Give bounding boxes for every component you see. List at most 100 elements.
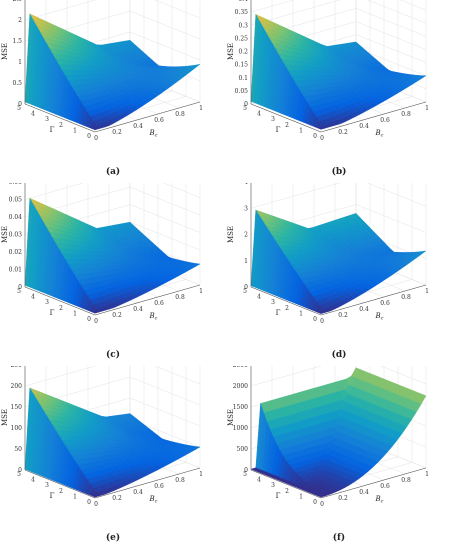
chart-panel-a: 0 0.5 1 1.5 2 2.5 0 0.2 0.4 0.6 0.8 1 0 1 2 3 4 5 MSE Γ Bc (… (0, 0, 226, 183)
x-axis-title: Bc (149, 129, 158, 139)
x-tick-label: 0.2 (338, 312, 348, 319)
chart-panel-f: 0 500 1000 1500 2000 2500 0 0.2 0.4 0.6 0.8 1 0 1 2 3 4 5… (226, 366, 452, 549)
x-tick-label: 1 (199, 288, 203, 295)
y-tick-label: 2 (285, 305, 289, 312)
z-tick-label: 0.05 (9, 197, 23, 204)
chart-panel-b: 0 0.05 0.1 0.15 0.2 0.25 0.3 0.35 0.4 0 0.2 0.4 0.6 0… (226, 0, 452, 183)
y-tick-label: 0 (87, 499, 91, 506)
z-tick-label: 0.03 (9, 232, 23, 239)
panel-label-f: (f) (332, 533, 346, 543)
z-tick-label: 2 (18, 17, 22, 24)
x-axis-title: Bc (375, 495, 384, 505)
x-tick-label: 0.2 (338, 495, 348, 502)
z-tick-label: 0.5 (12, 80, 22, 87)
y-tick-label: 3 (45, 482, 49, 489)
z-tick-label: 2500 (233, 366, 248, 369)
axes: 0 500 1000 1500 2000 2500 0 0.2 0.4 0.6 0.8 1 0 1 2 3 4 5… (227, 366, 429, 508)
x-tick-label: 0.2 (338, 129, 348, 136)
z-tick-label: 100 (11, 425, 23, 432)
z-tick-label: 2000 (233, 383, 248, 390)
x-tick-label: 0.6 (380, 483, 390, 490)
x-tick-label: 0.8 (175, 111, 185, 118)
surface-mesh (250, 209, 427, 314)
y-tick-label: 5 (243, 105, 247, 112)
surface-mesh (250, 13, 427, 130)
z-tick-label: 50 (14, 446, 22, 453)
y-tick-label: 5 (243, 288, 247, 295)
y-tick-label: 5 (243, 471, 247, 478)
x-tick-label: 0.8 (401, 111, 411, 118)
x-tick-label: 0.6 (380, 117, 390, 124)
surface-mesh (24, 387, 201, 498)
surface-mesh (250, 367, 427, 498)
panel-label-d: (d) (331, 350, 347, 360)
panel-label-c: (c) (106, 350, 120, 360)
y-tick-label: 2 (59, 488, 63, 495)
y-tick-label: 3 (271, 299, 275, 306)
x-tick-label: 0.6 (154, 300, 164, 307)
surface-plot-c: 0 0.01 0.02 0.03 0.04 0.05 0.06 0 0.2 0.4 0.6 0.8 1 0… (1, 183, 203, 325)
x-tick-label: 0 (94, 318, 98, 325)
y-tick-label: 2 (285, 488, 289, 495)
x-tick-label: 0.8 (175, 477, 185, 484)
axes: 0 1 2 3 4 0 0.2 0.4 0.6 0.8 1 0 1 2 3 4 5 MSE Γ Bc (227, 183, 429, 325)
axes: 0 0.5 1 1.5 2 2.5 0 0.2 0.4 0.6 0.8 1 0 1 2 3 4 5 MSE Γ Bc (1, 0, 203, 142)
z-axis-title: MSE (1, 409, 9, 426)
panel-label-b: (b) (331, 167, 347, 177)
y-tick-label: 5 (17, 105, 21, 112)
z-axis-title: MSE (227, 409, 235, 426)
z-tick-label: 0 (18, 101, 22, 108)
z-tick-label: 1 (244, 258, 248, 265)
x-tick-label: 0.4 (133, 489, 143, 496)
z-tick-label: 0.06 (9, 183, 23, 186)
z-tick-label: 1 (18, 59, 22, 66)
x-tick-label: 0.6 (154, 483, 164, 490)
z-tick-label: 0 (244, 467, 248, 474)
y-tick-label: 2 (59, 122, 63, 129)
z-tick-label: 0.05 (235, 88, 249, 95)
surface-plot-d: 0 1 2 3 4 0 0.2 0.4 0.6 0.8 1 0 1 2 3 4 5 MSE Γ Bc (227, 183, 429, 325)
z-tick-label: 1000 (233, 425, 248, 432)
z-axis-title: MSE (227, 43, 235, 60)
z-tick-label: 0 (18, 284, 22, 291)
y-tick-label: 0 (87, 316, 91, 323)
x-tick-label: 1 (199, 105, 203, 112)
x-tick-label: 0 (320, 318, 324, 325)
axes: 0 50 100 150 200 250 0 0.2 0.4 0.6 0.8 1 0 1 2 3 4 5 MSE Γ B… (1, 366, 203, 508)
z-tick-label: 0.15 (235, 62, 249, 69)
x-tick-label: 0 (94, 501, 98, 508)
surface-plot-b: 0 0.05 0.1 0.15 0.2 0.25 0.3 0.35 0.4 0 0.2 0.4 0.6 0… (227, 0, 429, 142)
surface-plot-f: 0 500 1000 1500 2000 2500 0 0.2 0.4 0.6 0.8 1 0 1 2 3 4 5… (227, 366, 429, 508)
z-axis-title: MSE (1, 43, 9, 60)
panel-label-a: (a) (105, 167, 121, 177)
z-tick-label: 0 (18, 467, 22, 474)
y-tick-label: 3 (45, 299, 49, 306)
x-tick-label: 0 (320, 501, 324, 508)
y-tick-label: 5 (17, 288, 21, 295)
x-axis-title: Bc (375, 129, 384, 139)
x-tick-label: 1 (199, 471, 203, 478)
surface-mesh (24, 197, 201, 314)
z-tick-label: 0.04 (9, 214, 23, 221)
y-tick-label: 1 (299, 310, 303, 317)
x-tick-label: 0.8 (175, 294, 185, 301)
y-axis-title: Γ (276, 126, 281, 134)
z-tick-label: 0.3 (238, 22, 248, 29)
z-tick-label: 2 (244, 232, 248, 239)
chart-panel-e: 0 50 100 150 200 250 0 0.2 0.4 0.6 0.8 1 0 1 2 3 4 5 MSE Γ B… (0, 366, 226, 549)
y-tick-label: 1 (73, 493, 77, 500)
z-tick-label: 0 (244, 284, 248, 291)
surface-patch (317, 309, 327, 314)
z-tick-label: 0.25 (235, 35, 249, 42)
x-tick-label: 0.4 (133, 306, 143, 313)
y-tick-label: 3 (271, 482, 275, 489)
x-tick-label: 0.2 (112, 312, 122, 319)
y-axis-title: Γ (50, 309, 55, 317)
surface-patch (317, 494, 327, 498)
x-axis-title: Bc (149, 495, 158, 505)
surface-patch (91, 125, 101, 131)
x-tick-label: 0.8 (401, 294, 411, 301)
y-tick-label: 5 (17, 471, 21, 478)
axes: 0 0.05 0.1 0.15 0.2 0.25 0.3 0.35 0.4 0 0.2 0.4 0.6 0… (227, 0, 429, 142)
y-tick-label: 4 (31, 294, 35, 301)
